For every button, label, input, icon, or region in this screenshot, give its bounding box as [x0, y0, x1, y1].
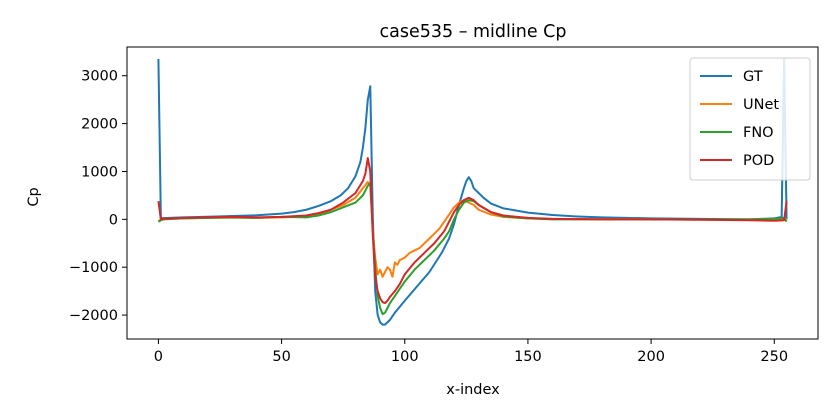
- axes-frame: [126, 46, 819, 340]
- x-axis-label: x-index: [446, 382, 500, 398]
- x-tick-label: 250: [760, 349, 788, 365]
- x-tick-label: 200: [637, 349, 665, 365]
- legend-box: [689, 57, 811, 181]
- series-line-gt: [157, 57, 788, 326]
- legend-label: GT: [743, 69, 763, 85]
- y-tick-label: −1000: [69, 260, 118, 276]
- legend-label: FNO: [743, 125, 774, 141]
- y-axis-label: Cp: [26, 187, 42, 206]
- y-tick-label: 1000: [81, 164, 118, 180]
- series-line-pod: [157, 157, 788, 305]
- y-tick-label: 3000: [81, 69, 118, 85]
- legend-label: UNet: [743, 97, 779, 113]
- legend-label: POD: [743, 153, 774, 169]
- x-tick-label: 100: [391, 349, 419, 365]
- x-tick-label: 0: [154, 349, 163, 365]
- y-tick-label: 2000: [81, 117, 118, 133]
- plot-area: 0 50 100 150 200 250 −2000 −1000 0 1000 2000 3000 GT…: [69, 46, 819, 365]
- x-tick-label: 150: [514, 349, 542, 365]
- chart-title: case535 – midline Cp: [380, 22, 567, 42]
- x-tick-label: 50: [272, 349, 290, 365]
- y-tick-label: −2000: [69, 308, 118, 324]
- y-tick-label: 0: [109, 212, 118, 228]
